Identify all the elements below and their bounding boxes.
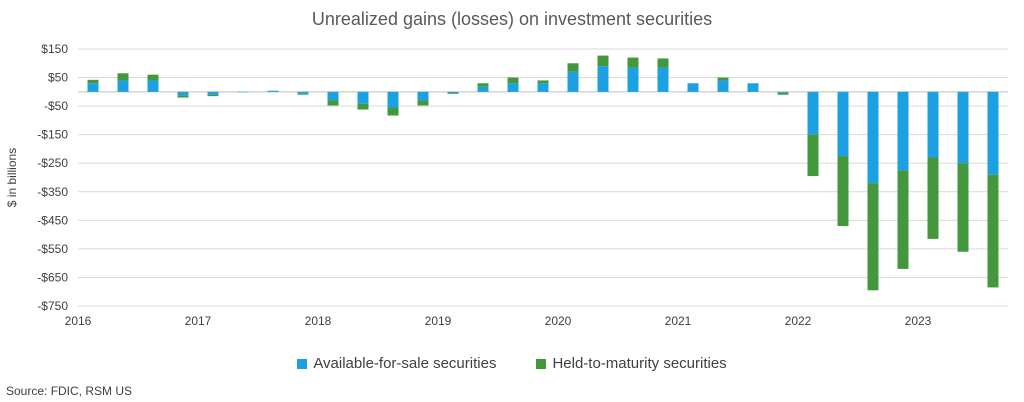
bar-afs xyxy=(327,91,339,101)
bar-htm xyxy=(207,94,219,97)
bar-afs xyxy=(867,91,879,184)
bar-afs xyxy=(117,80,129,92)
bar-afs xyxy=(987,91,999,175)
legend-label-afs: Available-for-sale securities xyxy=(313,355,497,372)
x-tick-label: 2019 xyxy=(425,314,452,328)
y-tick-label: -$750 xyxy=(37,299,68,313)
bar-afs xyxy=(837,91,849,157)
chart-title: Unrealized gains (losses) on investment … xyxy=(311,9,713,29)
bar-htm xyxy=(447,92,459,94)
y-tick-label: -$350 xyxy=(37,185,68,199)
bar-afs xyxy=(627,67,639,92)
bar-afs xyxy=(807,91,819,135)
bar-afs xyxy=(87,83,99,92)
bar-htm xyxy=(327,100,339,106)
bar-afs xyxy=(957,91,969,164)
legend-swatch-afs xyxy=(297,358,308,369)
bar-afs xyxy=(657,67,669,92)
y-tick-label: -$250 xyxy=(37,156,68,170)
bar-htm xyxy=(657,58,669,68)
bar-afs xyxy=(567,71,579,92)
y-tick-label: $150 xyxy=(41,42,68,56)
bar-afs xyxy=(747,83,759,92)
bar-htm xyxy=(927,157,939,239)
bar-afs xyxy=(207,91,219,95)
y-tick-label: -$50 xyxy=(44,99,68,113)
bar-htm xyxy=(987,174,999,288)
bar-htm xyxy=(597,55,609,67)
bar-afs xyxy=(777,91,789,93)
bar-afs xyxy=(417,91,429,101)
bar-htm xyxy=(177,95,189,98)
legend-item-afs: Available-for-sale securities xyxy=(297,355,496,372)
legend-label-htm: Held-to-maturity securities xyxy=(552,355,727,372)
bar-htm xyxy=(807,134,819,177)
bar-afs xyxy=(357,91,369,104)
bar-htm xyxy=(537,80,549,84)
x-tick-label: 2018 xyxy=(305,314,332,328)
bar-htm xyxy=(117,73,129,81)
legend-item-htm: Held-to-maturity securities xyxy=(536,355,727,372)
bar-afs xyxy=(477,86,489,92)
x-tick-label: 2021 xyxy=(665,314,692,328)
bar-htm xyxy=(357,103,369,110)
bar-htm xyxy=(717,77,729,81)
bar-htm xyxy=(297,93,309,95)
bar-afs xyxy=(897,91,909,171)
bar-afs xyxy=(537,83,549,92)
bar-htm xyxy=(867,183,879,291)
bar-afs xyxy=(717,80,729,92)
bar-htm xyxy=(627,57,639,68)
bar-afs xyxy=(447,91,459,93)
bar-htm xyxy=(567,63,579,72)
x-tick-label: 2017 xyxy=(185,314,212,328)
legend-swatch-htm xyxy=(536,358,547,369)
x-tick-label: 2016 xyxy=(65,314,92,328)
bar-afs xyxy=(927,91,939,158)
bar-htm xyxy=(897,170,909,269)
bar-afs xyxy=(267,90,279,92)
y-tick-label: -$150 xyxy=(37,128,68,142)
bar-htm xyxy=(87,79,99,84)
bar-afs xyxy=(147,80,159,92)
x-tick-label: 2023 xyxy=(905,314,932,328)
bar-afs xyxy=(177,91,189,96)
y-tick-label: -$650 xyxy=(37,270,68,284)
bar-htm xyxy=(957,163,969,252)
bar-htm xyxy=(417,100,429,106)
y-tick-label: -$450 xyxy=(37,213,68,227)
y-axis-label: $ in billions xyxy=(5,148,19,207)
bar-afs xyxy=(237,91,249,93)
bar-htm xyxy=(387,107,399,116)
source-note: Source: FDIC, RSM US xyxy=(6,384,133,398)
bar-htm xyxy=(477,83,489,87)
legend: Available-for-sale securities Held-to-ma… xyxy=(0,355,1024,372)
bar-htm xyxy=(777,92,789,95)
bar-afs xyxy=(507,83,519,92)
bar-htm xyxy=(837,156,849,227)
bar-afs xyxy=(387,91,399,108)
bar-htm xyxy=(507,77,519,84)
x-tick-label: 2022 xyxy=(785,314,812,328)
bar-afs xyxy=(297,91,309,94)
bar-afs xyxy=(687,83,699,92)
bar-htm xyxy=(147,74,159,81)
y-tick-label: $50 xyxy=(48,71,68,85)
y-tick-label: -$550 xyxy=(37,242,68,256)
bar-afs xyxy=(597,66,609,92)
x-tick-label: 2020 xyxy=(545,314,572,328)
